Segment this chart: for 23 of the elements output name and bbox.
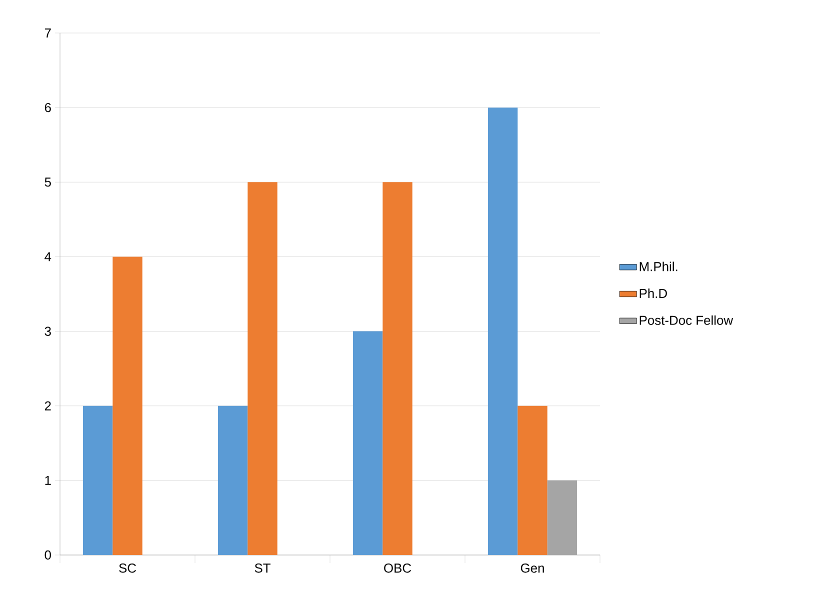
bar xyxy=(352,331,383,555)
bar xyxy=(382,182,412,555)
x-tick-label: OBC xyxy=(384,564,412,573)
legend-label: Post-Doc Fellow xyxy=(640,315,734,325)
legend-label: M.Phil. xyxy=(640,262,678,272)
y-tick-label: 3 xyxy=(44,326,51,336)
bar xyxy=(82,406,113,555)
x-tick-label: ST xyxy=(254,564,270,573)
x-tick-label: Gen xyxy=(520,564,544,573)
y-tick-label: 5 xyxy=(44,178,51,187)
bar xyxy=(112,256,142,555)
bar xyxy=(218,406,248,555)
bar xyxy=(248,182,278,555)
y-tick-label: 0 xyxy=(44,550,51,560)
y-tick-label: 2 xyxy=(44,401,51,410)
bar xyxy=(518,406,548,555)
legend-label: Ph.D xyxy=(640,288,667,298)
y-tick-label: 6 xyxy=(44,102,51,112)
x-tick-label: SC xyxy=(119,564,136,573)
bar xyxy=(488,108,518,555)
y-tick-label: 7 xyxy=(44,28,51,38)
y-tick-label: 1 xyxy=(45,476,51,485)
y-tick-label: 4 xyxy=(44,252,52,262)
